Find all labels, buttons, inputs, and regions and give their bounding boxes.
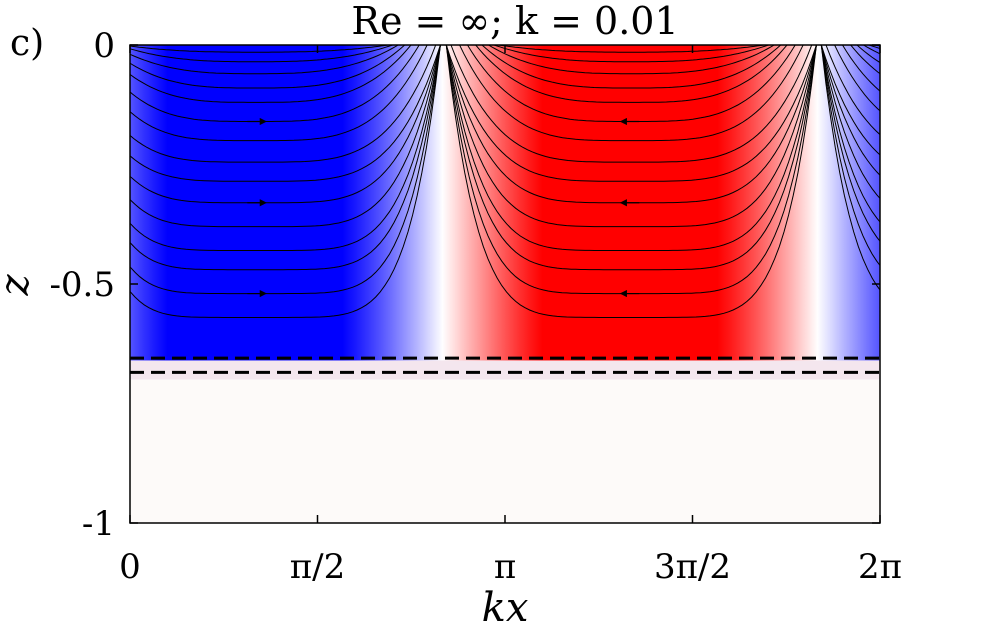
axis-ticks: 0 π/2 π 3π/2 2π 0 -0.5 -1: [49, 26, 902, 587]
streamline: [873, 45, 880, 47]
streamline: [130, 45, 437, 163]
y-tick-label: 0: [93, 26, 115, 66]
streamline: [130, 45, 428, 142]
panel-label: c): [10, 23, 44, 64]
streamline: [868, 45, 880, 50]
streamline: [445, 45, 817, 318]
x-tick-label: π/2: [290, 547, 345, 587]
streamline: [130, 45, 389, 53]
interface-band: [130, 360, 880, 380]
streamline: [0, 45, 65, 270]
streamline: [130, 45, 399, 75]
streamline: [130, 45, 441, 251]
streamline: [130, 45, 441, 182]
streamline: [493, 45, 769, 63]
y-tick-label: -0.5: [49, 265, 115, 305]
x-tick-label: 0: [119, 547, 141, 587]
x-tick-label: 2π: [858, 547, 902, 587]
streamline: [475, 45, 788, 103]
x-tick-label: 3π/2: [654, 547, 731, 587]
streamline: [445, 45, 817, 228]
streamline: [488, 45, 775, 75]
streamline: [130, 45, 393, 63]
streamline: [445, 45, 817, 271]
field-heatmap: [130, 45, 880, 523]
streamlines: [0, 45, 880, 318]
streamline: [0, 45, 65, 203]
streamline: [459, 45, 804, 142]
streamline: [0, 45, 65, 181]
streamline: [0, 45, 65, 227]
lower-layer-field: [130, 379, 880, 523]
streamline: [450, 45, 813, 163]
streamline: [130, 45, 406, 89]
streamline: [445, 45, 817, 182]
streamline: [481, 45, 782, 89]
streamline: [130, 45, 412, 103]
streamline: [130, 45, 441, 318]
streamline: [130, 45, 441, 271]
streamline: [445, 45, 817, 251]
x-axis-title: kx: [482, 585, 529, 629]
streamline: [0, 45, 65, 251]
y-axis-title: z: [0, 274, 38, 297]
streamline: [498, 45, 765, 53]
streamline: [0, 45, 65, 294]
streamline: [130, 45, 441, 228]
streamline: [863, 45, 880, 55]
y-tick-label: -1: [82, 504, 115, 544]
x-tick-label: π: [494, 547, 516, 587]
chart-title: Re = ∞; k = 0.01: [351, 0, 678, 43]
